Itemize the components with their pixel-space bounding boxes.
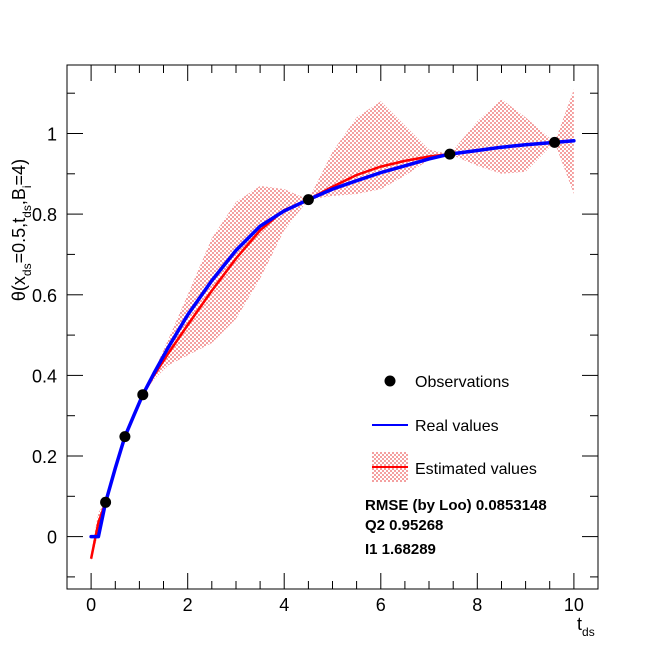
x-tick-label: 2 — [183, 595, 193, 615]
y-tick-label: 1 — [47, 125, 57, 145]
y-tick-label: 0 — [47, 528, 57, 548]
observation-point — [100, 496, 112, 508]
legend-observations-label: Observations — [415, 374, 509, 391]
y-axis-title: θ(xds=0.5,tds,Bi=4) — [9, 159, 34, 301]
stat-i1: I1 1.68289 — [365, 541, 436, 558]
observation-point — [137, 389, 149, 401]
legend-observations-marker — [384, 375, 396, 387]
observation-point — [444, 148, 456, 160]
observation-points-layer — [100, 136, 561, 508]
confidence-band-layer — [91, 89, 574, 561]
x-tick-label: 8 — [472, 595, 482, 615]
estimated-confidence-band — [91, 89, 574, 561]
legend-real-values-label: Real values — [415, 418, 499, 435]
x-tick-label: 6 — [376, 595, 386, 615]
x-tick-label: 0 — [86, 595, 96, 615]
observation-point — [302, 194, 314, 206]
x-axis: 0 2 4 6 8 10 — [66, 65, 599, 615]
y-axis: 0 0.2 0.4 0.6 0.8 1 — [32, 92, 598, 578]
legend: Observations Real values Estimated value… — [372, 374, 537, 482]
x-tick-label: 4 — [279, 595, 289, 615]
legend-estimated-values-label: Estimated values — [415, 461, 537, 478]
x-axis-title: tds — [577, 614, 595, 639]
y-tick-label: 0.4 — [32, 366, 57, 386]
stat-rmse: RMSE (by Loo) 0.0853148 — [365, 497, 547, 514]
observation-point — [549, 136, 561, 148]
stat-q2: Q2 0.95268 — [365, 517, 443, 534]
y-tick-label: 0.6 — [32, 286, 57, 306]
x-tick-label: 10 — [564, 595, 584, 615]
y-tick-label: 0.8 — [32, 205, 57, 225]
y-tick-label: 0.2 — [32, 447, 57, 467]
observation-point — [119, 431, 131, 443]
